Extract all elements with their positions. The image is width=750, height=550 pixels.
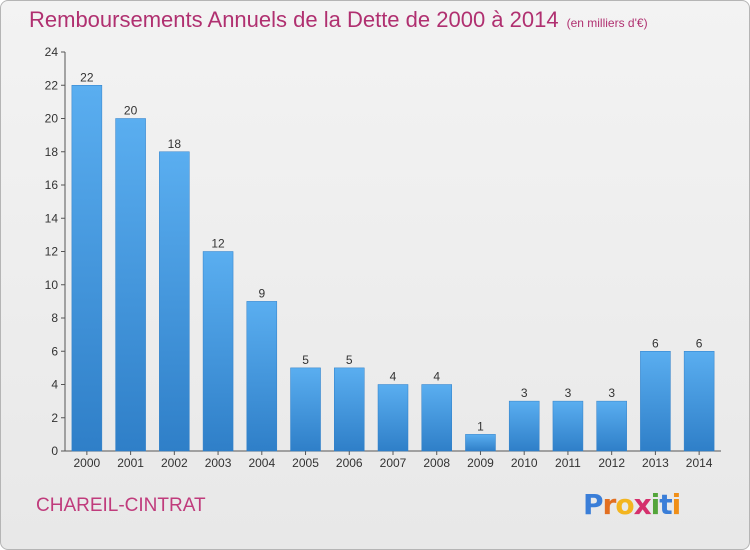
x-tick-label: 2006 xyxy=(336,456,363,470)
y-tick-label: 0 xyxy=(51,444,58,458)
bar-2007 xyxy=(377,384,409,452)
y-tick-label: 18 xyxy=(45,145,59,159)
x-tick-label: 2001 xyxy=(117,456,144,470)
bar-2001 xyxy=(115,118,146,452)
y-tick-label: 22 xyxy=(45,78,59,92)
x-tick-label: 2004 xyxy=(248,456,275,470)
data-label-2007: 4 xyxy=(390,370,397,384)
data-label-2010: 3 xyxy=(521,386,528,400)
bar-2003 xyxy=(202,251,234,452)
y-tick-label: 8 xyxy=(51,311,58,325)
data-label-2014: 6 xyxy=(696,336,703,350)
data-label-2003: 12 xyxy=(211,237,225,251)
y-tick-label: 2 xyxy=(51,411,58,425)
bar-2006 xyxy=(334,367,365,452)
bar-2014 xyxy=(683,351,715,452)
x-tick-label: 2008 xyxy=(423,456,450,470)
x-tick-label: 2005 xyxy=(292,456,319,470)
y-tick-label: 24 xyxy=(45,45,59,59)
chart-title: Remboursements Annuels de la Dette de 20… xyxy=(29,7,648,33)
data-label-2008: 4 xyxy=(433,370,440,384)
x-tick-label: 2002 xyxy=(161,456,188,470)
x-tick-label: 2000 xyxy=(74,456,101,470)
bar-2008 xyxy=(421,384,452,452)
bar-2005 xyxy=(290,367,321,452)
data-label-2001: 20 xyxy=(124,104,138,118)
data-label-2011: 3 xyxy=(565,386,572,400)
data-label-2009: 1 xyxy=(477,419,484,433)
commune-name: CHAREIL-CINTRAT xyxy=(36,495,206,516)
x-tick-label: 2009 xyxy=(467,456,494,470)
x-tick-label: 2003 xyxy=(205,456,232,470)
x-tick-label: 2010 xyxy=(511,456,538,470)
bar-2012 xyxy=(596,400,627,452)
bar-2002 xyxy=(159,151,190,452)
bar-2013 xyxy=(640,351,671,452)
y-tick-label: 16 xyxy=(45,178,59,192)
x-tick-label: 2012 xyxy=(598,456,625,470)
data-label-2013: 6 xyxy=(652,336,659,350)
bar-2000 xyxy=(71,85,103,452)
data-label-2000: 22 xyxy=(80,70,94,84)
data-label-2012: 3 xyxy=(608,386,615,400)
y-tick-label: 6 xyxy=(51,344,58,358)
y-tick-label: 14 xyxy=(45,211,59,225)
bar-2011 xyxy=(552,400,584,452)
data-label-2002: 18 xyxy=(168,137,182,151)
data-label-2006: 5 xyxy=(346,353,353,367)
bar-2010 xyxy=(508,400,540,452)
chart-title-text: Remboursements Annuels de la Dette de 20… xyxy=(29,7,559,32)
x-tick-label: 2013 xyxy=(642,456,669,470)
y-tick-label: 12 xyxy=(45,245,59,259)
y-tick-label: 10 xyxy=(45,278,59,292)
y-tick-label: 4 xyxy=(51,378,58,392)
data-labels: 22 20 18 12 9 5 5 4 4 1 3 3 3 6 6 xyxy=(80,70,703,433)
proxiti-logo: Proxiti xyxy=(583,488,681,521)
x-tick-label: 2011 xyxy=(555,456,581,470)
data-label-2005: 5 xyxy=(302,353,309,367)
x-tick-label: 2007 xyxy=(380,456,407,470)
bar-2009 xyxy=(465,434,496,452)
y-tick-label: 20 xyxy=(45,112,59,126)
data-label-2004: 9 xyxy=(258,286,265,300)
x-tick-label: 2014 xyxy=(686,456,713,470)
chart-unit: (en milliers d'€) xyxy=(566,16,648,30)
bars xyxy=(71,85,715,452)
bar-2004 xyxy=(246,301,278,452)
